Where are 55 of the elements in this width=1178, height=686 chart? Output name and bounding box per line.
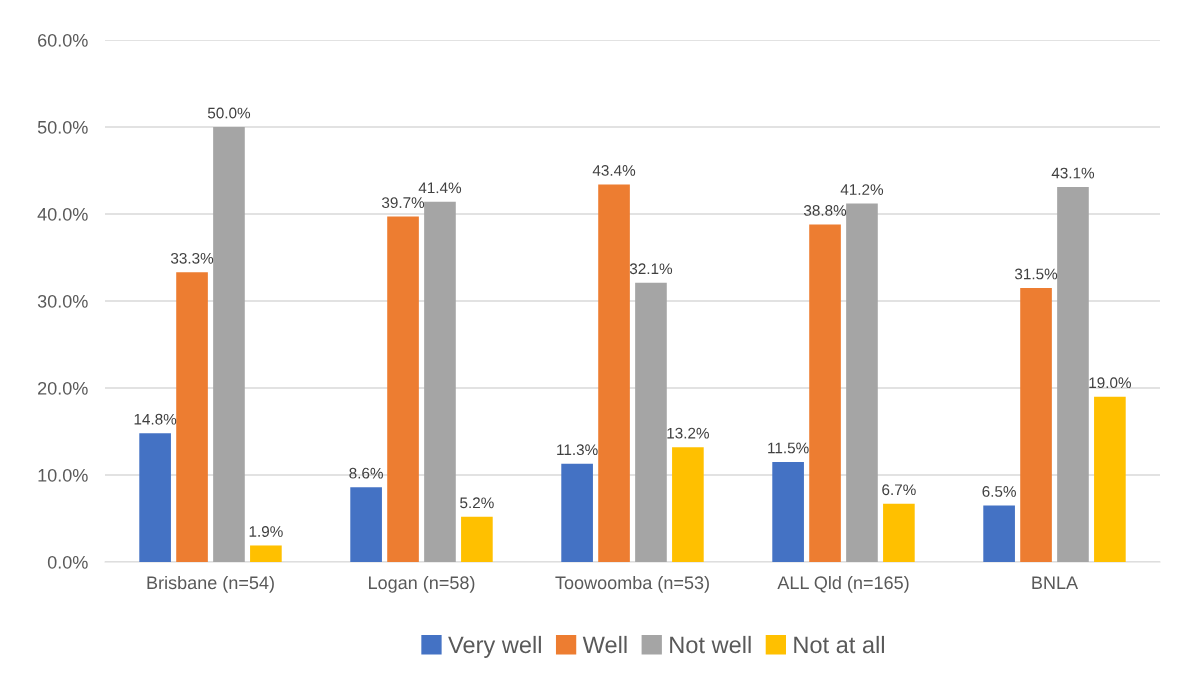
bar (176, 272, 208, 562)
bar (350, 487, 382, 562)
bar (846, 203, 878, 562)
bar (1057, 187, 1089, 562)
bar (809, 224, 841, 562)
bar (424, 201, 456, 562)
data-label: 32.1% (629, 263, 673, 275)
legend-label: Very well (448, 635, 541, 658)
bar (461, 516, 493, 562)
bar (213, 127, 245, 562)
legend-label: Not well (670, 635, 751, 654)
x-tick-label: ALL Qld (n=165) (777, 575, 909, 593)
y-tick-label: 30.0% (37, 294, 88, 308)
bar (772, 461, 804, 562)
data-label: 41.4% (418, 182, 462, 194)
x-tick-label: Logan (n=58) (369, 575, 475, 593)
data-label: 43.4% (592, 165, 636, 176)
data-label: 43.1% (1051, 167, 1095, 179)
bar (139, 433, 171, 562)
x-tick-label: Toowoomba (n=53) (555, 575, 709, 593)
bar (883, 503, 915, 562)
x-tick-label: BNLA (1032, 576, 1079, 589)
data-label: 6.5% (982, 486, 1016, 497)
bar (672, 447, 704, 562)
y-tick-label: 40.0% (37, 207, 88, 221)
bar (250, 545, 282, 562)
data-label: 11.3% (557, 444, 598, 456)
data-label: 39.7% (381, 197, 425, 209)
data-label: 13.2% (667, 427, 709, 439)
bar (561, 463, 593, 562)
y-tick-label: 60.0% (38, 33, 88, 47)
data-label: 11.5% (768, 442, 809, 454)
data-label: 50.0% (207, 107, 251, 119)
data-label: 31.5% (1014, 268, 1058, 280)
legend-label: Not at all (794, 635, 884, 654)
bar (983, 505, 1015, 562)
y-tick-label: 20.0% (38, 381, 88, 395)
x-tick-label: Brisbane (n=54) (147, 575, 274, 593)
legend-label: Well (582, 635, 627, 654)
data-label: 1.9% (249, 526, 283, 537)
data-label: 19.0% (1089, 377, 1131, 389)
data-label: 38.8% (803, 205, 847, 216)
data-label: 6.7% (882, 484, 916, 496)
y-tick-label: 0.0% (47, 555, 88, 569)
y-tick-label: 10.0% (38, 468, 88, 482)
bar (387, 216, 419, 562)
data-label: 5.2% (460, 497, 494, 509)
data-label: 8.6% (349, 467, 383, 479)
bar (1094, 396, 1126, 562)
data-label: 41.2% (840, 184, 884, 195)
data-label: 33.3% (170, 252, 214, 264)
bar (635, 282, 667, 562)
bar (1020, 287, 1052, 562)
y-tick-label: 50.0% (37, 120, 88, 134)
bar (598, 184, 630, 562)
